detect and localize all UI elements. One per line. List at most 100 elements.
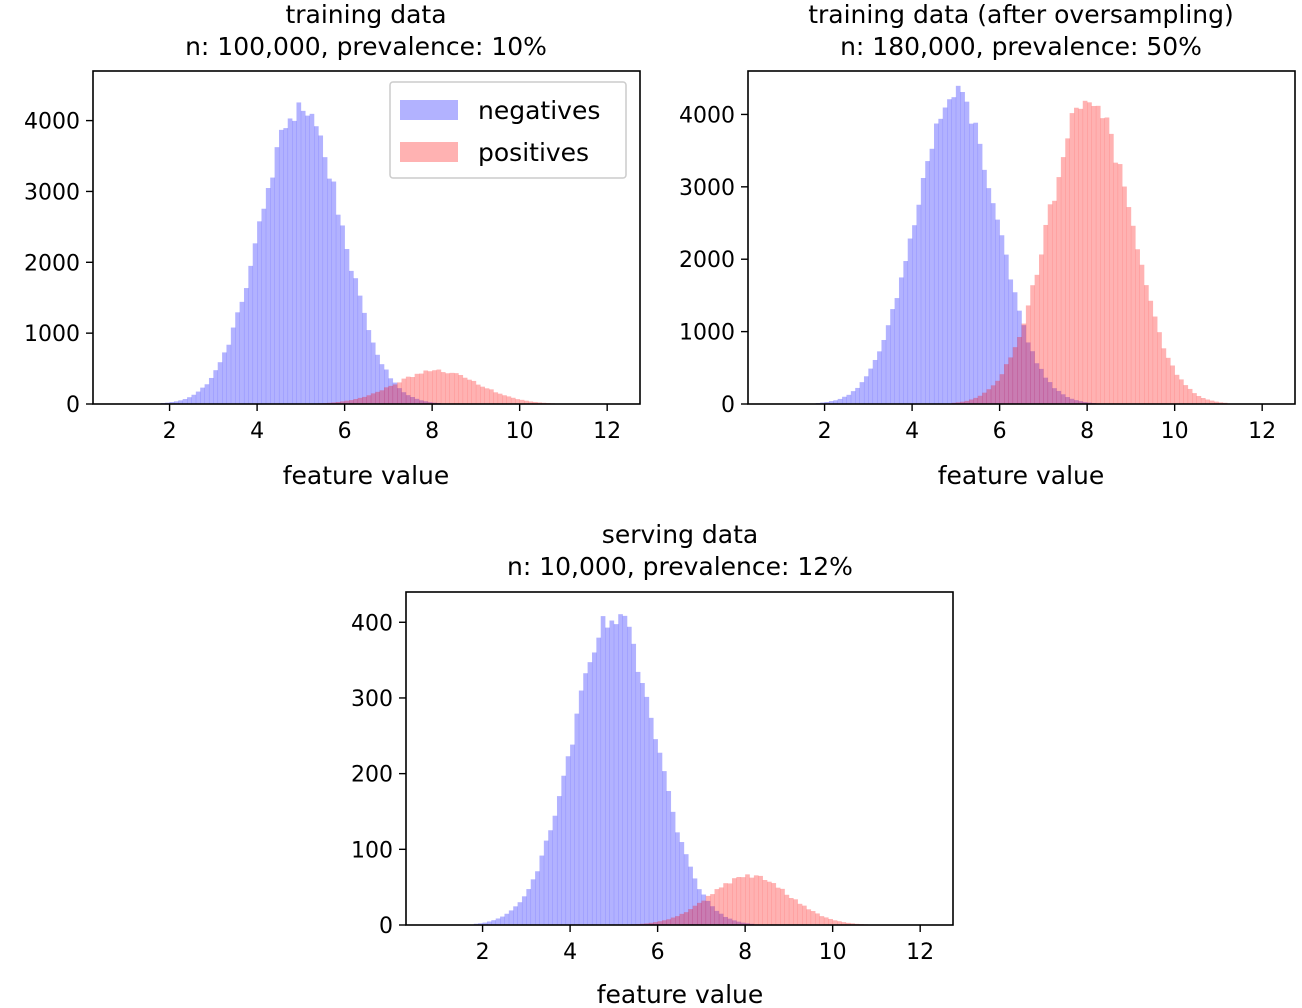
histogram-bar-positives: [1113, 162, 1119, 404]
histogram-bar-negatives: [736, 921, 742, 925]
series-positives: [951, 100, 1228, 405]
histogram-bar-positives: [771, 883, 777, 925]
histogram-bar-positives: [732, 878, 737, 925]
histogram-bar-negatives: [855, 387, 860, 404]
x-tick-label: 6: [993, 419, 1007, 444]
histogram-bar-positives: [784, 894, 790, 925]
histogram-bar-positives: [1012, 347, 1018, 404]
histogram-bar-negatives: [890, 309, 895, 404]
histogram-bar-positives: [1179, 379, 1184, 404]
histogram-bar-positives: [749, 877, 755, 925]
histogram-bar-positives: [519, 399, 525, 404]
histogram-bar-negatives: [718, 913, 724, 925]
histogram-bar-negatives: [305, 115, 310, 405]
x-axis-label: feature value: [597, 980, 764, 1008]
histogram-bar-negatives: [1008, 279, 1014, 404]
x-tick-label: 8: [738, 940, 752, 965]
y-tick-label: 0: [66, 393, 80, 418]
histogram-bar-negatives: [1004, 254, 1009, 404]
histogram-bar-positives: [397, 382, 402, 404]
histogram-bar-positives: [458, 374, 464, 404]
histogram-bar-negatives: [885, 325, 891, 404]
histogram-bar-negatives: [745, 923, 750, 925]
histogram-bar-positives: [432, 370, 437, 404]
histogram-bar-negatives: [898, 277, 904, 404]
histogram-bar-positives: [683, 912, 689, 925]
histogram-bar-positives: [990, 385, 996, 404]
histogram-bar-negatives: [1043, 377, 1049, 404]
histogram-bar-positives: [718, 887, 724, 925]
histogram-bar-negatives: [283, 128, 289, 405]
histogram-bar-positives: [1139, 264, 1145, 404]
plot-frame: [747, 70, 1296, 405]
histogram-bar-negatives: [670, 811, 676, 925]
histogram-bar-positives: [1214, 401, 1219, 404]
chart-title-line2: n: 180,000, prevalence: 50%: [840, 32, 1202, 61]
histogram-bar-negatives: [300, 110, 306, 404]
histogram-bar-positives: [662, 920, 667, 925]
x-tick-label: 6: [651, 940, 665, 965]
histogram-bar-positives: [648, 922, 654, 925]
histogram-bar-negatives: [200, 387, 205, 404]
histogram-bar-negatives: [1012, 292, 1018, 404]
histogram-bar-negatives: [414, 398, 420, 404]
histogram-bar-positives: [823, 917, 829, 925]
histogram-bar-negatives: [278, 129, 284, 404]
y-tick-label: 0: [379, 914, 393, 939]
histogram-bar-negatives: [955, 85, 961, 404]
legend-box: [389, 81, 627, 179]
x-tick-label: 4: [563, 940, 577, 965]
histogram-bar-positives: [427, 371, 433, 404]
histogram-bar-negatives: [697, 889, 702, 925]
y-tick-label: 3000: [679, 176, 735, 201]
histogram-bar-negatives: [850, 391, 856, 404]
histogram-bar-positives: [775, 887, 781, 925]
histogram-bar-positives: [489, 389, 494, 404]
histogram-bar-negatives: [925, 161, 930, 404]
histogram-bar-negatives: [723, 916, 728, 925]
histogram-bar-negatives: [543, 840, 549, 925]
histogram-bar-negatives: [287, 118, 293, 405]
histogram-bar-negatives: [1060, 394, 1066, 404]
plot-area: 2 4 6 8 10 12 0 1000 2000 3000 4000: [24, 70, 641, 444]
chart-title-line1: training data: [285, 0, 446, 29]
histogram-bar-positives: [471, 380, 477, 404]
histogram-bar-negatives: [705, 900, 711, 925]
histogram-bar-negatives: [951, 97, 957, 404]
x-tick-label: 2: [476, 940, 490, 965]
histogram-bar-positives: [1052, 200, 1057, 404]
histogram-bar-positives: [828, 918, 833, 925]
histogram-bar-positives: [414, 373, 420, 404]
histogram-bar-negatives: [640, 683, 645, 925]
x-tick-label: 8: [1080, 419, 1094, 444]
histogram-bar-negatives: [353, 278, 359, 404]
x-tick-label: 8: [425, 419, 439, 444]
histogram-bar-negatives: [727, 918, 733, 925]
plot-area: 2 4 6 8 10 12 0 1000 2000 3000 4000: [679, 70, 1296, 444]
histogram-bar-positives: [1087, 102, 1092, 404]
histogram-bar-negatives: [565, 756, 571, 925]
histogram-bar-positives: [1148, 300, 1154, 404]
x-tick-label: 4: [905, 419, 919, 444]
histogram-bar-negatives: [837, 398, 843, 404]
histogram-bar-negatives: [204, 384, 210, 404]
histogram-bar-negatives: [903, 261, 909, 404]
histogram-bar-positives: [1017, 337, 1022, 404]
y-tick-label: 100: [351, 838, 393, 863]
histogram-bar-negatives: [1030, 351, 1035, 404]
histogram-bar-positives: [1135, 249, 1140, 404]
legend: negatives positives: [389, 81, 627, 179]
histogram-bar-negatives: [912, 225, 917, 404]
histogram-bar-positives: [370, 393, 376, 404]
histogram-bar-positives: [723, 883, 728, 925]
histogram-bar-positives: [688, 909, 693, 925]
histogram-bar-positives: [366, 395, 372, 404]
x-tick-label: 6: [338, 419, 352, 444]
histogram-bar-negatives: [701, 894, 707, 925]
histogram-bar-positives: [497, 393, 503, 404]
histogram-bar-negatives: [1025, 342, 1031, 404]
histogram-bar-positives: [353, 399, 359, 404]
histogram-bar-positives: [1095, 105, 1101, 404]
histogram-bar-positives: [973, 397, 979, 404]
histogram-bar-negatives: [938, 118, 944, 404]
